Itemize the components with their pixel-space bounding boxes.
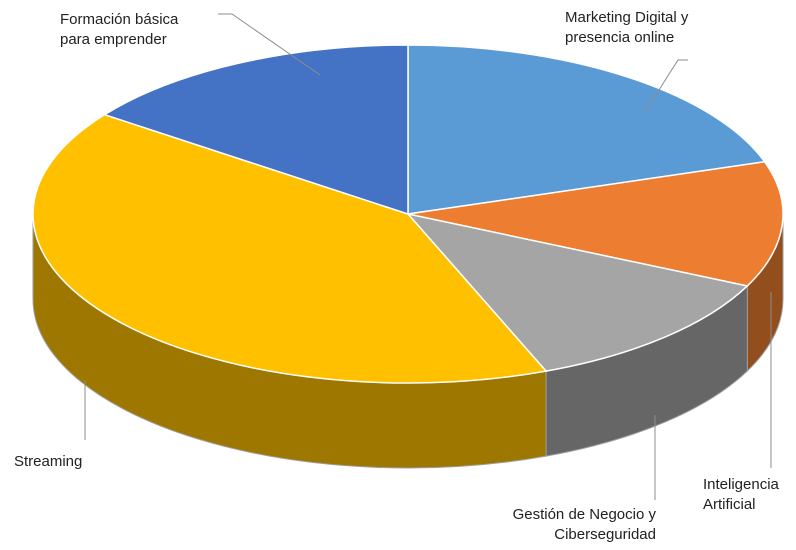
slice [407,160,784,287]
slice [407,44,766,215]
leader-line [644,59,688,113]
slice-label: Marketing Digital y presencia online [565,9,689,46]
slice [32,113,548,384]
leader-line [218,13,321,76]
slice-label: Gestión de Negocio y Ciberseguridad [512,506,656,543]
slice-label: Formación básica para emprender [60,11,179,48]
slice [102,44,409,216]
slice-label: Streaming [14,453,83,470]
slice-label: Inteligencia Artificial [703,476,779,513]
slice [405,212,749,372]
